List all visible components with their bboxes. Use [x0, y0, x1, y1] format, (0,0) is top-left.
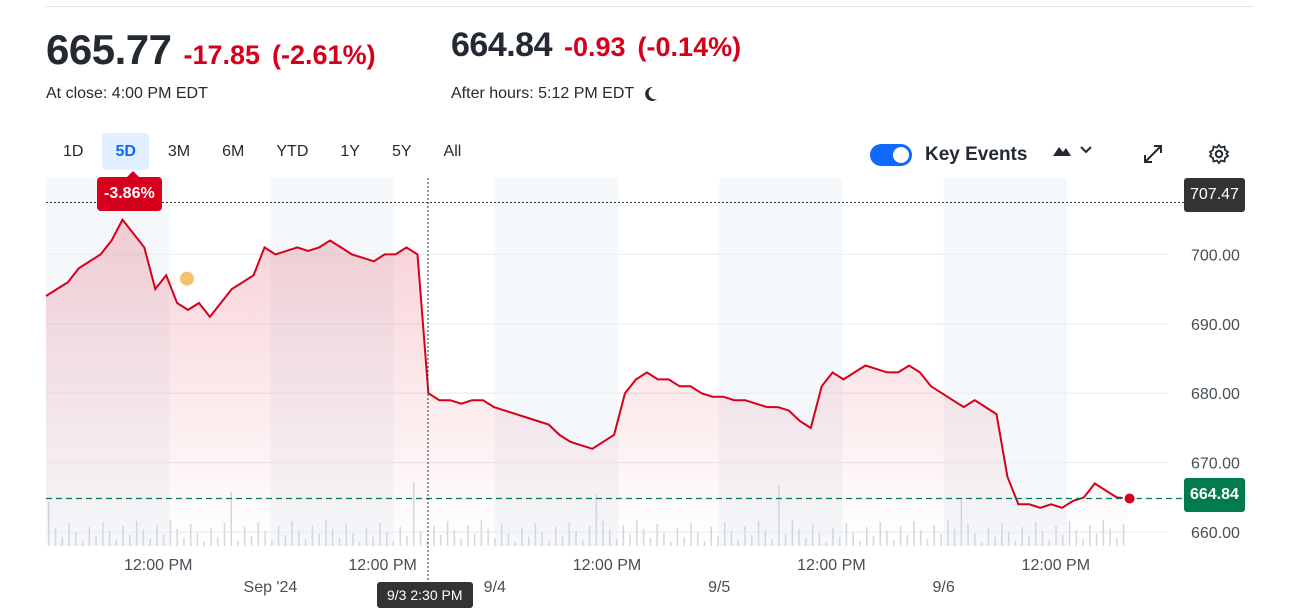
chart-type-dropdown[interactable]: [1052, 143, 1092, 157]
key-event-marker[interactable]: [180, 271, 194, 286]
x-axis-tick-label: 12:00 PM: [573, 557, 641, 574]
range-5d-button[interactable]: 5D: [102, 133, 149, 170]
x-axis-tick-label: 12:00 PM: [797, 557, 865, 574]
x-axis-tick-label: 9/4: [484, 579, 506, 596]
after-hours-time-text: After hours: 5:12 PM EDT: [451, 85, 635, 102]
x-axis-tick-label: Sep '24: [244, 579, 298, 596]
crosshair-time-tag: 9/3 2:30 PM: [377, 582, 473, 608]
price-line: [45, 217, 1128, 509]
after-hours-quote: 664.84 -0.93 (-0.14%): [451, 26, 741, 65]
chevron-down-icon: [1080, 146, 1092, 154]
close-change: -17.85: [183, 40, 261, 70]
after-hours-price: 664.84: [451, 26, 553, 64]
moon-icon: [645, 86, 658, 101]
close-change-percent: (-2.61%): [272, 40, 376, 70]
close-price: 665.77: [46, 26, 172, 73]
price-area: [46, 219, 1128, 546]
toggle-knob: [893, 147, 909, 163]
y-axis-tick-label: 670.00: [1191, 456, 1240, 473]
y-axis-tick-label: 690.00: [1191, 317, 1240, 334]
current-price-tag: 664.84: [1184, 478, 1245, 512]
top-divider: [46, 6, 1254, 7]
close-time-text: At close: 4:00 PM EDT: [46, 85, 208, 102]
key-events-label: Key Events: [925, 144, 1028, 165]
close-quote: 665.77 -17.85 (-2.61%): [46, 26, 376, 74]
after-hours-change: -0.93: [564, 32, 626, 62]
range-ytd-button[interactable]: YTD: [276, 143, 309, 160]
y-axis-tick-label: 660.00: [1191, 525, 1240, 542]
mountain-chart-icon: [1053, 147, 1071, 156]
range-5y-button[interactable]: 5Y: [391, 143, 412, 160]
y-axis-tick-label: 680.00: [1191, 386, 1240, 403]
range-selector: 1D 5D 3M 6M YTD 1Y 5Y All: [50, 133, 480, 170]
x-axis-tick-label: 12:00 PM: [124, 557, 192, 574]
x-axis-tick-label: 12:00 PM: [348, 557, 416, 574]
range-1y-button[interactable]: 1Y: [340, 143, 360, 160]
close-time-label: At close: 4:00 PM EDT: [46, 85, 208, 103]
range-3m-button[interactable]: 3M: [167, 143, 191, 160]
range-all-button[interactable]: All: [443, 143, 462, 160]
y-axis-tick-label: 700.00: [1191, 247, 1240, 264]
key-events-toggle[interactable]: [870, 144, 912, 166]
range-1d-button[interactable]: 1D: [63, 143, 84, 160]
range-6m-button[interactable]: 6M: [222, 143, 245, 160]
after-hours-change-percent: (-0.14%): [637, 32, 742, 62]
gear-icon[interactable]: [1208, 143, 1230, 165]
after-hours-time-label: After hours: 5:12 PM EDT: [451, 85, 658, 103]
x-axis-tick-label: 9/6: [932, 579, 954, 596]
x-axis-tick-label: 12:00 PM: [1022, 557, 1090, 574]
current-price-dot: [1122, 491, 1137, 506]
x-axis-tick-label: 9/5: [708, 579, 730, 596]
crosshair-price-tag: 707.47: [1184, 178, 1245, 212]
expand-icon[interactable]: [1142, 143, 1164, 165]
hover-change-badge: -3.86%: [97, 171, 162, 211]
